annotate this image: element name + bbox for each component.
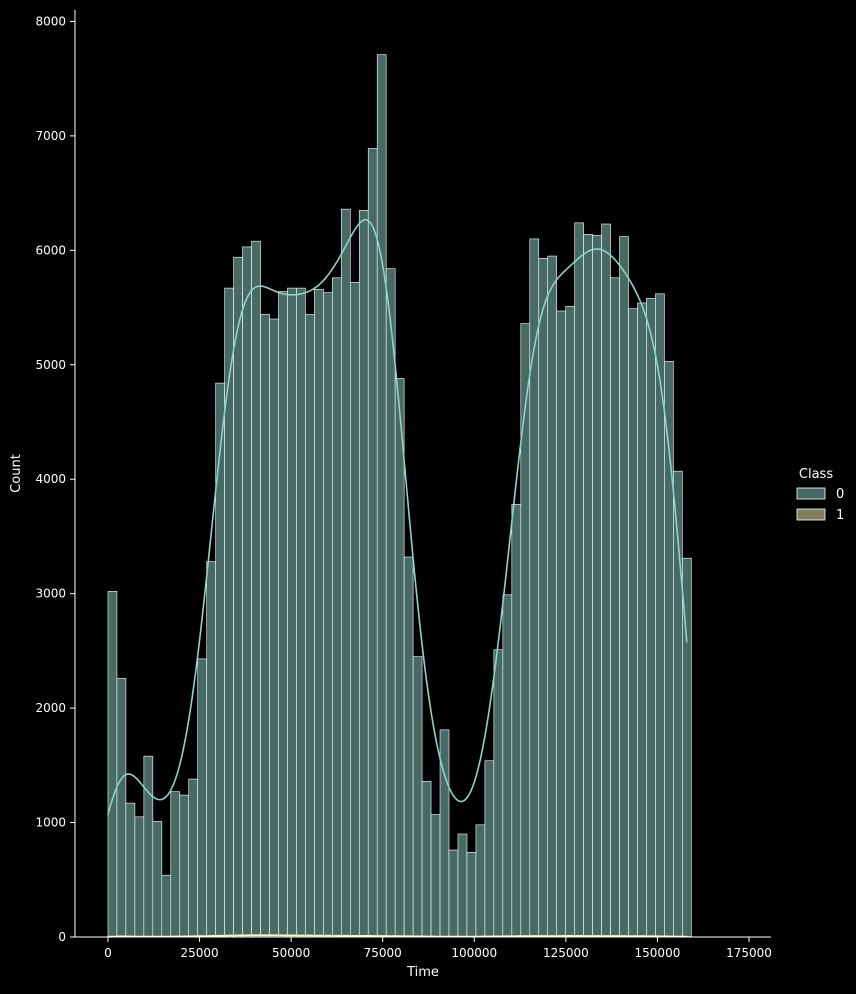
bar-series-0 (548, 256, 557, 937)
bar-series-0 (171, 792, 180, 937)
bar-series-0 (485, 761, 494, 937)
x-axis-title: Time (406, 965, 439, 980)
bar-series-0 (413, 657, 422, 937)
bar-series-0 (296, 288, 305, 937)
bar-series-0 (207, 562, 216, 937)
bar-series-0 (539, 258, 548, 937)
bar-series-0 (314, 289, 323, 937)
bar-series-0 (180, 795, 189, 937)
bar-series-0 (323, 293, 332, 937)
bar-series-0 (225, 288, 234, 937)
x-tick-label: 75000 (364, 946, 402, 960)
bar-series-0 (386, 269, 395, 937)
bar-series-0 (117, 678, 126, 937)
bar-series-0 (216, 383, 225, 937)
bar-series-0 (287, 288, 296, 937)
bar-series-0 (521, 324, 530, 937)
y-tick-label: 8000 (35, 14, 66, 28)
bar-series-0 (476, 825, 485, 937)
bar-series-0 (611, 278, 620, 937)
x-ticks: 0 25000 50000 75000 100000 125000 150000 175000 (104, 937, 772, 960)
bar-series-0 (646, 298, 655, 937)
bar-series-0 (584, 234, 593, 937)
bar-series-0 (593, 235, 602, 937)
legend-label-0: 0 (836, 487, 844, 502)
bar-series-0 (377, 55, 386, 937)
y-tick-label: 2000 (35, 701, 66, 715)
x-tick-label: 100000 (451, 946, 497, 960)
y-tick-label: 0 (58, 930, 66, 944)
bar-series-0 (512, 504, 521, 937)
bar-series-0 (278, 292, 287, 937)
legend-label-1: 1 (836, 508, 844, 523)
x-tick-label: 125000 (543, 946, 589, 960)
legend-swatch-1 (797, 509, 825, 520)
y-axis-title: Count (9, 454, 24, 493)
bar-series-0 (629, 309, 638, 937)
legend: Class 01 (797, 467, 844, 523)
x-tick-label: 25000 (180, 946, 218, 960)
bar-series-0 (198, 659, 207, 937)
bar-series-0 (135, 817, 144, 937)
bar-series-0 (305, 314, 314, 937)
y-tick-label: 3000 (35, 587, 66, 601)
bar-series-0 (243, 247, 252, 937)
legend-title: Class (799, 467, 833, 482)
y-tick-label: 4000 (35, 472, 66, 486)
bar-series-0 (126, 803, 135, 937)
legend-swatch-0 (797, 488, 825, 499)
bar-series-0 (494, 650, 503, 937)
bar-series-0 (153, 821, 162, 937)
bar-series-0 (503, 595, 512, 937)
y-tick-label: 5000 (35, 358, 66, 372)
bar-series-0 (144, 756, 153, 937)
bar-series-0 (350, 282, 359, 937)
bar-series-0 (557, 311, 566, 937)
bar-series-0 (332, 278, 341, 937)
bars-series-0 (108, 55, 691, 937)
bar-series-0 (422, 781, 431, 937)
bar-series-0 (368, 148, 377, 937)
bar-series-0 (655, 294, 664, 937)
bar-series-0 (162, 875, 171, 937)
bar-series-0 (189, 779, 198, 937)
bar-series-0 (252, 241, 261, 937)
x-tick-label: 50000 (272, 946, 310, 960)
kde-line-series-1 (108, 935, 687, 936)
x-tick-label: 150000 (635, 946, 681, 960)
y-tick-label: 7000 (35, 129, 66, 143)
bar-series-0 (341, 209, 350, 937)
bar-series-0 (108, 591, 117, 937)
bar-series-0 (234, 257, 243, 937)
bar-series-0 (467, 852, 476, 937)
x-tick-label: 0 (104, 946, 112, 960)
bar-series-0 (602, 224, 611, 937)
bar-series-0 (270, 319, 279, 937)
bar-series-0 (431, 815, 440, 937)
bar-series-0 (637, 303, 646, 937)
bar-series-0 (395, 379, 404, 937)
bar-series-0 (449, 850, 458, 937)
bar-series-0 (404, 557, 413, 937)
bar-series-0 (261, 314, 270, 937)
bar-series-0 (566, 306, 575, 937)
y-tick-label: 1000 (35, 816, 66, 830)
bar-series-0 (575, 223, 584, 937)
legend-items: 01 (797, 487, 844, 523)
y-ticks: 0 1000 2000 3000 4000 5000 6000 7000 8000 (35, 14, 75, 944)
bar-series-0 (458, 834, 467, 937)
bar-series-0 (620, 237, 629, 937)
x-tick-label: 175000 (726, 946, 772, 960)
y-tick-label: 6000 (35, 243, 66, 257)
bar-series-0 (359, 210, 368, 937)
